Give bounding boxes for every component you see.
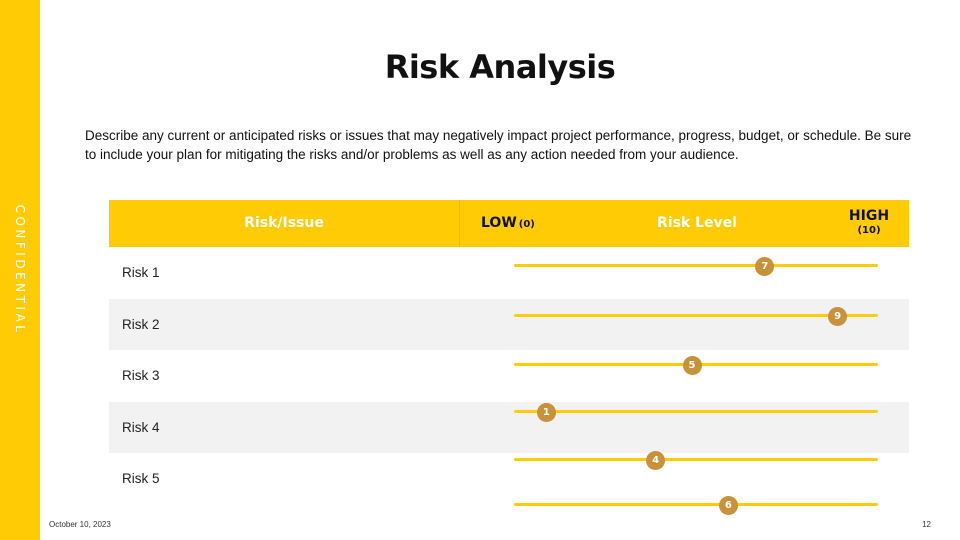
header-high: HIGH (10) (841, 208, 897, 237)
risk-table-header: Risk/Issue LOW (0) Risk Level HIGH (10) (109, 200, 909, 247)
header-risk-issue: Risk/Issue (244, 215, 324, 231)
risk-table: Risk/Issue LOW (0) Risk Level HIGH (10) R… (109, 200, 909, 505)
table-row: Risk 2 (109, 298, 909, 350)
table-row: Risk 1 (109, 247, 909, 299)
risk-label: Risk 2 (122, 316, 160, 332)
header-low-scale: (0) (518, 219, 535, 230)
slide-title: Risk Analysis (384, 48, 616, 86)
header-divider (459, 200, 460, 247)
risk-label: Risk 5 (122, 471, 160, 486)
header-low-label: LOW (481, 215, 517, 231)
table-row: Risk 3 (109, 350, 909, 402)
header-low: LOW (0) (481, 215, 535, 231)
page-number: 12 (922, 520, 931, 529)
risk-label: Risk 1 (122, 265, 160, 280)
confidential-sidebar: CONFIDENTIAL (0, 0, 40, 540)
confidential-label: CONFIDENTIAL (13, 204, 27, 336)
risk-label: Risk 4 (122, 419, 160, 435)
header-high-label: HIGH (848, 208, 890, 224)
header-high-scale: (10) (857, 225, 881, 236)
risk-label: Risk 3 (122, 368, 160, 383)
table-row: Risk 4 (109, 401, 909, 453)
table-row: Risk 5 (109, 453, 909, 505)
slide-description: Describe any current or anticipated risk… (85, 128, 912, 162)
header-risk-level: Risk Level (657, 215, 737, 231)
footer-date: October 10, 2023 (49, 520, 111, 529)
